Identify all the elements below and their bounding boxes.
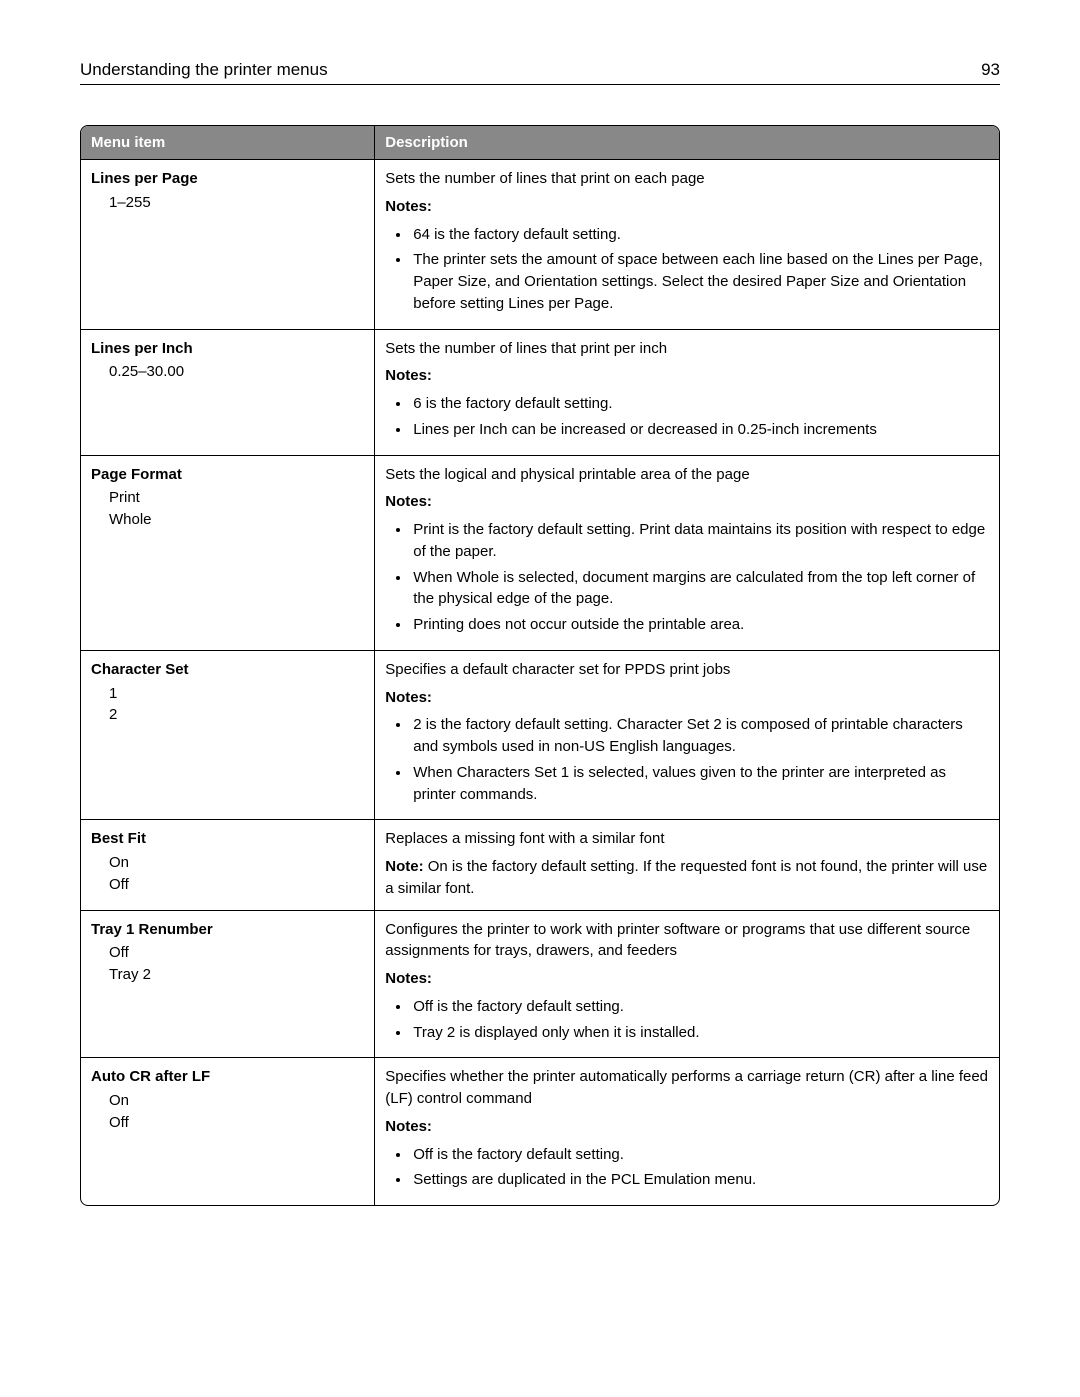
notes-list: 2 is the factory default setting. Charac… xyxy=(411,714,989,805)
menu-item-option: 1 xyxy=(109,683,364,705)
table-row: Auto CR after LFOnOffSpecifies whether t… xyxy=(81,1058,999,1205)
page-title: Understanding the printer menus xyxy=(80,60,328,80)
menu-item-options: PrintWhole xyxy=(109,487,364,531)
menu-item-option: Off xyxy=(109,874,364,896)
notes-list-item: Settings are duplicated in the PCL Emula… xyxy=(411,1169,989,1191)
menu-item-option: 0.25–30.00 xyxy=(109,361,364,383)
description-intro: Sets the logical and physical printable … xyxy=(385,464,989,486)
description-intro: Replaces a missing font with a similar f… xyxy=(385,828,989,850)
table-row: Lines per Inch0.25–30.00 Sets the number … xyxy=(81,329,999,455)
menu-item-name: Character Set xyxy=(91,659,364,681)
menu-item-option: On xyxy=(109,852,364,874)
notes-list: 6 is the factory default setting. Lines p… xyxy=(411,393,989,441)
table-row: Character Set12 Specifies a default chara… xyxy=(81,650,999,820)
notes-list-item: 2 is the factory default setting. Charac… xyxy=(411,714,989,758)
notes-list-item: Tray 2 is displayed only when it is inst… xyxy=(411,1022,989,1044)
description-intro: Specifies a default character set for PP… xyxy=(385,659,989,681)
notes-list-item: Print is the factory default setting. Pr… xyxy=(411,519,989,563)
description-cell: Sets the number of lines that print per … xyxy=(375,329,999,455)
menu-item-options: 0.25–30.00 xyxy=(109,361,364,383)
notes-list-item: 6 is the factory default setting. xyxy=(411,393,989,415)
menu-item-cell: Lines per Inch0.25–30.00 xyxy=(81,329,375,455)
menu-item-option: Print xyxy=(109,487,364,509)
notes-list: Off is the factory default setting. Tray … xyxy=(411,996,989,1044)
notes-label: Notes: xyxy=(385,968,989,990)
description-intro: Configures the printer to work with prin… xyxy=(385,919,989,963)
notes-list-item: Lines per Inch can be increased or decre… xyxy=(411,419,989,441)
notes-label: Notes: xyxy=(385,365,989,387)
menu-item-options: OnOff xyxy=(109,1090,364,1134)
description-note-inline: Note: On is the factory default setting.… xyxy=(385,856,989,900)
description-cell: Replaces a missing font with a similar f… xyxy=(375,820,999,910)
description-cell: Configures the printer to work with prin… xyxy=(375,910,999,1058)
page-header: Understanding the printer menus 93 xyxy=(80,60,1000,85)
description-cell: Sets the number of lines that print on e… xyxy=(375,160,999,330)
notes-list-item: The printer sets the amount of space bet… xyxy=(411,249,989,314)
menu-item-name: Lines per Page xyxy=(91,168,364,190)
menu-item-options: OnOff xyxy=(109,852,364,896)
notes-list-item: Off is the factory default setting. xyxy=(411,1144,989,1166)
menu-item-cell: Auto CR after LFOnOff xyxy=(81,1058,375,1205)
description-intro: Sets the number of lines that print on e… xyxy=(385,168,989,190)
column-header-description: Description xyxy=(375,126,999,160)
description-cell: Specifies a default character set for PP… xyxy=(375,650,999,820)
table-row: Page FormatPrintWhole Sets the logical an… xyxy=(81,455,999,650)
notes-list: Off is the factory default setting. Setti… xyxy=(411,1144,989,1192)
menu-item-options: OffTray 2 xyxy=(109,942,364,986)
table-row: Tray 1 RenumberOffTray 2Configures the p… xyxy=(81,910,999,1058)
table-row: Best FitOnOff Replaces a missing font wit… xyxy=(81,820,999,910)
note-inline-text: On is the factory default setting. If th… xyxy=(385,858,987,897)
menu-item-name: Lines per Inch xyxy=(91,338,364,360)
menu-item-name: Tray 1 Renumber xyxy=(91,919,364,941)
description-intro: Specifies whether the printer automatica… xyxy=(385,1066,989,1110)
menu-item-option: 1–255 xyxy=(109,192,364,214)
notes-label: Notes: xyxy=(385,491,989,513)
menu-table-container: Menu item Description Lines per Page1–25… xyxy=(80,125,1000,1206)
menu-item-option: Off xyxy=(109,942,364,964)
menu-item-option: Tray 2 xyxy=(109,964,364,986)
description-cell: Sets the logical and physical printable … xyxy=(375,455,999,650)
menu-item-cell: Best FitOnOff xyxy=(81,820,375,910)
notes-label: Notes: xyxy=(385,687,989,709)
notes-list-item: Off is the factory default setting. xyxy=(411,996,989,1018)
menu-item-cell: Character Set12 xyxy=(81,650,375,820)
menu-item-options: 12 xyxy=(109,683,364,727)
page-number: 93 xyxy=(981,60,1000,80)
menu-table: Menu item Description Lines per Page1–25… xyxy=(81,126,999,1205)
notes-list-item: When Characters Set 1 is selected, value… xyxy=(411,762,989,806)
notes-label: Notes: xyxy=(385,196,989,218)
notes-label: Notes: xyxy=(385,1116,989,1138)
column-header-menu-item: Menu item xyxy=(81,126,375,160)
table-row: Lines per Page1–255 Sets the number of li… xyxy=(81,160,999,330)
description-cell: Specifies whether the printer automatica… xyxy=(375,1058,999,1205)
menu-item-option: Off xyxy=(109,1112,364,1134)
menu-item-option: 2 xyxy=(109,704,364,726)
menu-item-option: Whole xyxy=(109,509,364,531)
menu-item-cell: Tray 1 RenumberOffTray 2 xyxy=(81,910,375,1058)
notes-list-item: When Whole is selected, document margins… xyxy=(411,567,989,611)
notes-list-item: 64 is the factory default setting. xyxy=(411,224,989,246)
description-intro: Sets the number of lines that print per … xyxy=(385,338,989,360)
notes-list: Print is the factory default setting. Pr… xyxy=(411,519,989,636)
menu-item-name: Page Format xyxy=(91,464,364,486)
menu-item-option: On xyxy=(109,1090,364,1112)
notes-list: 64 is the factory default setting. The pr… xyxy=(411,224,989,315)
menu-item-cell: Page FormatPrintWhole xyxy=(81,455,375,650)
menu-item-cell: Lines per Page1–255 xyxy=(81,160,375,330)
menu-item-name: Auto CR after LF xyxy=(91,1066,364,1088)
menu-item-name: Best Fit xyxy=(91,828,364,850)
menu-item-options: 1–255 xyxy=(109,192,364,214)
notes-list-item: Printing does not occur outside the prin… xyxy=(411,614,989,636)
note-prefix: Note: xyxy=(385,858,423,875)
